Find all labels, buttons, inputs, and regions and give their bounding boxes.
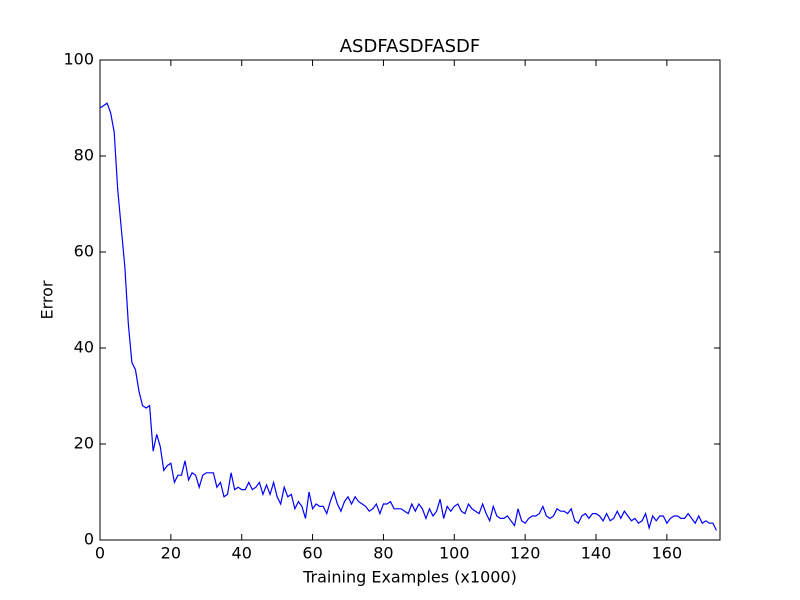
x-tick-label: 100 <box>439 544 470 563</box>
chart-title: ASDFASDFASDF <box>340 36 481 57</box>
y-tick-label: 20 <box>74 434 94 453</box>
data-line <box>99 102 717 531</box>
y-axis-label: Error <box>38 280 57 319</box>
y-tick-label: 0 <box>84 530 94 549</box>
x-tick-label: 40 <box>232 544 252 563</box>
x-tick-label: 0 <box>95 544 105 563</box>
x-tick-label: 60 <box>302 544 322 563</box>
x-tick-label: 80 <box>373 544 393 563</box>
x-tick-label: 120 <box>510 544 541 563</box>
x-tick-label: 20 <box>161 544 181 563</box>
y-tick-label: 40 <box>74 338 94 357</box>
plot-frame <box>99 59 721 541</box>
x-axis-label: Training Examples (x1000) <box>302 568 517 587</box>
y-tick-label: 100 <box>63 50 94 69</box>
y-tick-label: 80 <box>74 146 94 165</box>
x-tick-label: 160 <box>652 544 683 563</box>
y-tick-label: 60 <box>74 242 94 261</box>
x-tick-label: 140 <box>581 544 612 563</box>
